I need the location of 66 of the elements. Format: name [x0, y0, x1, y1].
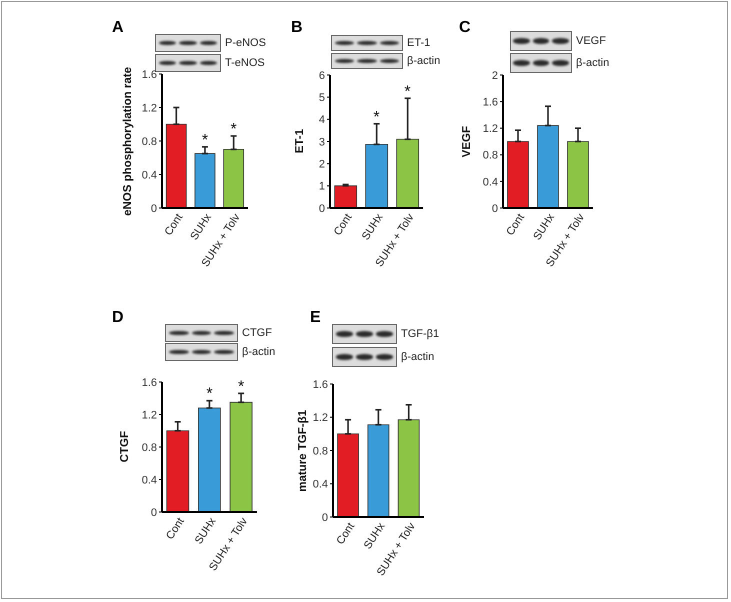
text: β-actin	[242, 345, 276, 360]
y-tick-label: 0	[492, 202, 498, 215]
y-tick-label: 0.4	[142, 474, 157, 486]
y-tick-label: 1.2	[312, 412, 328, 424]
annotation: *	[373, 108, 380, 126]
y-tick-label: 6	[318, 70, 325, 82]
bar	[166, 430, 190, 512]
chart-title: E	[310, 309, 321, 327]
y-tick-label: 1.6	[482, 96, 498, 109]
y-tick-label: 3	[318, 136, 325, 148]
bar	[198, 408, 221, 512]
chart-title: D	[112, 309, 124, 327]
annotation: *	[206, 386, 213, 403]
y-tick-label: 4	[318, 114, 325, 126]
bar	[367, 424, 390, 517]
bar	[223, 148, 244, 208]
y-axis-title: mature TGF-β1	[297, 410, 309, 492]
y-axis-title: eNOS phosphorylation rate	[122, 66, 134, 216]
bar	[166, 124, 187, 208]
bar	[398, 419, 420, 517]
annotation: *	[404, 83, 411, 100]
y-tick-label: 0	[150, 202, 157, 215]
y-tick-label: 1	[318, 180, 325, 193]
text: TGF-β1	[401, 327, 440, 342]
text: β-actin	[576, 56, 610, 71]
y-tick-label: 0.8	[142, 442, 157, 454]
bar	[334, 185, 358, 208]
text: T-eNOS	[225, 56, 265, 71]
text: ET-1	[407, 36, 430, 51]
bar	[365, 144, 388, 208]
y-tick-label: 1.2	[142, 102, 157, 114]
y-tick-label: 1.2	[142, 409, 157, 422]
y-tick-label: 5	[318, 92, 325, 104]
y-axis-title: VEGF	[576, 34, 606, 49]
y-tick-label: 1.6	[142, 68, 157, 81]
chart-title: A	[112, 19, 124, 37]
bar	[230, 402, 252, 512]
y-tick-label: 0.4	[142, 169, 157, 182]
y-tick-label: 0.8	[142, 136, 157, 148]
y-tick-label: 2	[492, 70, 498, 82]
annotation: *	[238, 378, 244, 396]
y-tick-label: 1.2	[482, 123, 498, 136]
y-axis-title: ET-1	[294, 129, 306, 154]
y-tick-label: 2	[318, 158, 325, 171]
y-tick-label: 0.4	[312, 478, 328, 491]
text: P-eNOS	[225, 36, 266, 51]
y-tick-label: 0	[322, 512, 328, 524]
y-tick-label: 0	[150, 506, 157, 519]
annotation: *	[202, 132, 208, 149]
text: CTGF	[242, 326, 272, 341]
text: VEGF	[461, 126, 473, 158]
y-tick-label: 1.6	[142, 376, 157, 389]
y-axis-title: CTGF	[119, 431, 131, 463]
y-tick-label: 0.4	[482, 176, 498, 188]
bar	[396, 138, 420, 208]
text: β-actin	[407, 54, 440, 69]
annotation: *	[230, 120, 237, 138]
y-tick-label: 0.8	[312, 445, 328, 458]
text: β-actin	[401, 350, 434, 365]
y-tick-label: 0	[318, 202, 325, 215]
chart-title: B	[291, 19, 303, 37]
bar	[194, 153, 216, 208]
bar	[337, 433, 359, 517]
y-tick-label: 0.8	[482, 150, 498, 162]
chart-title: C	[459, 19, 471, 37]
y-tick-label: 1.6	[312, 378, 328, 391]
